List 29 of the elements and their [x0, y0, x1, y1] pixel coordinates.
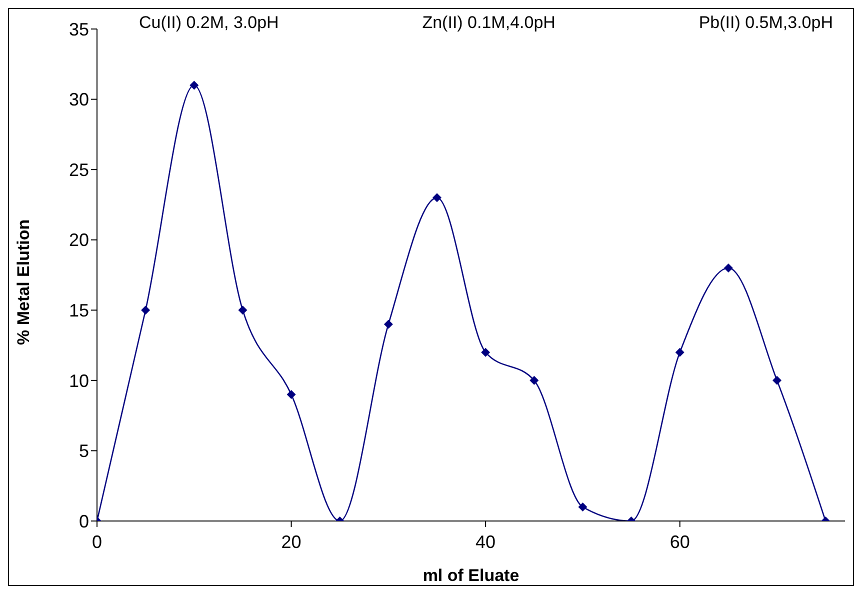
annotation: Cu(II) 0.2M, 3.0pH	[139, 13, 279, 33]
y-tick-label: 25	[68, 160, 89, 180]
point	[141, 306, 150, 315]
x-tick-label: 0	[92, 532, 102, 552]
point	[772, 376, 782, 385]
x-tick-label: 20	[281, 532, 302, 552]
point	[724, 263, 733, 272]
point	[675, 348, 684, 357]
point	[190, 80, 199, 90]
x-axis-title: ml of Eluate	[422, 566, 520, 585]
y-tick-label: 30	[68, 90, 89, 110]
y-tick-label: 5	[78, 441, 89, 462]
x-tick-label: 40	[476, 532, 496, 552]
annotation: Zn(II) 0.1M,4.0pH	[422, 13, 556, 33]
y-tick-label: 10	[68, 370, 89, 391]
point	[481, 348, 490, 357]
y-tick-label: 15	[68, 300, 89, 321]
point	[530, 376, 539, 385]
y-axis-title: % Metal Elution	[14, 219, 34, 345]
y-tick-label: 20	[68, 230, 89, 250]
point	[238, 306, 248, 315]
point	[432, 193, 442, 202]
point	[384, 320, 393, 329]
point	[286, 390, 296, 399]
point	[578, 502, 588, 512]
x-tick-label: 60	[670, 532, 690, 552]
y-tick-label: 0	[78, 511, 89, 532]
y-tick-label: 35	[68, 19, 89, 40]
annotation: Pb(II) 0.5M,3.0pH	[698, 13, 833, 33]
